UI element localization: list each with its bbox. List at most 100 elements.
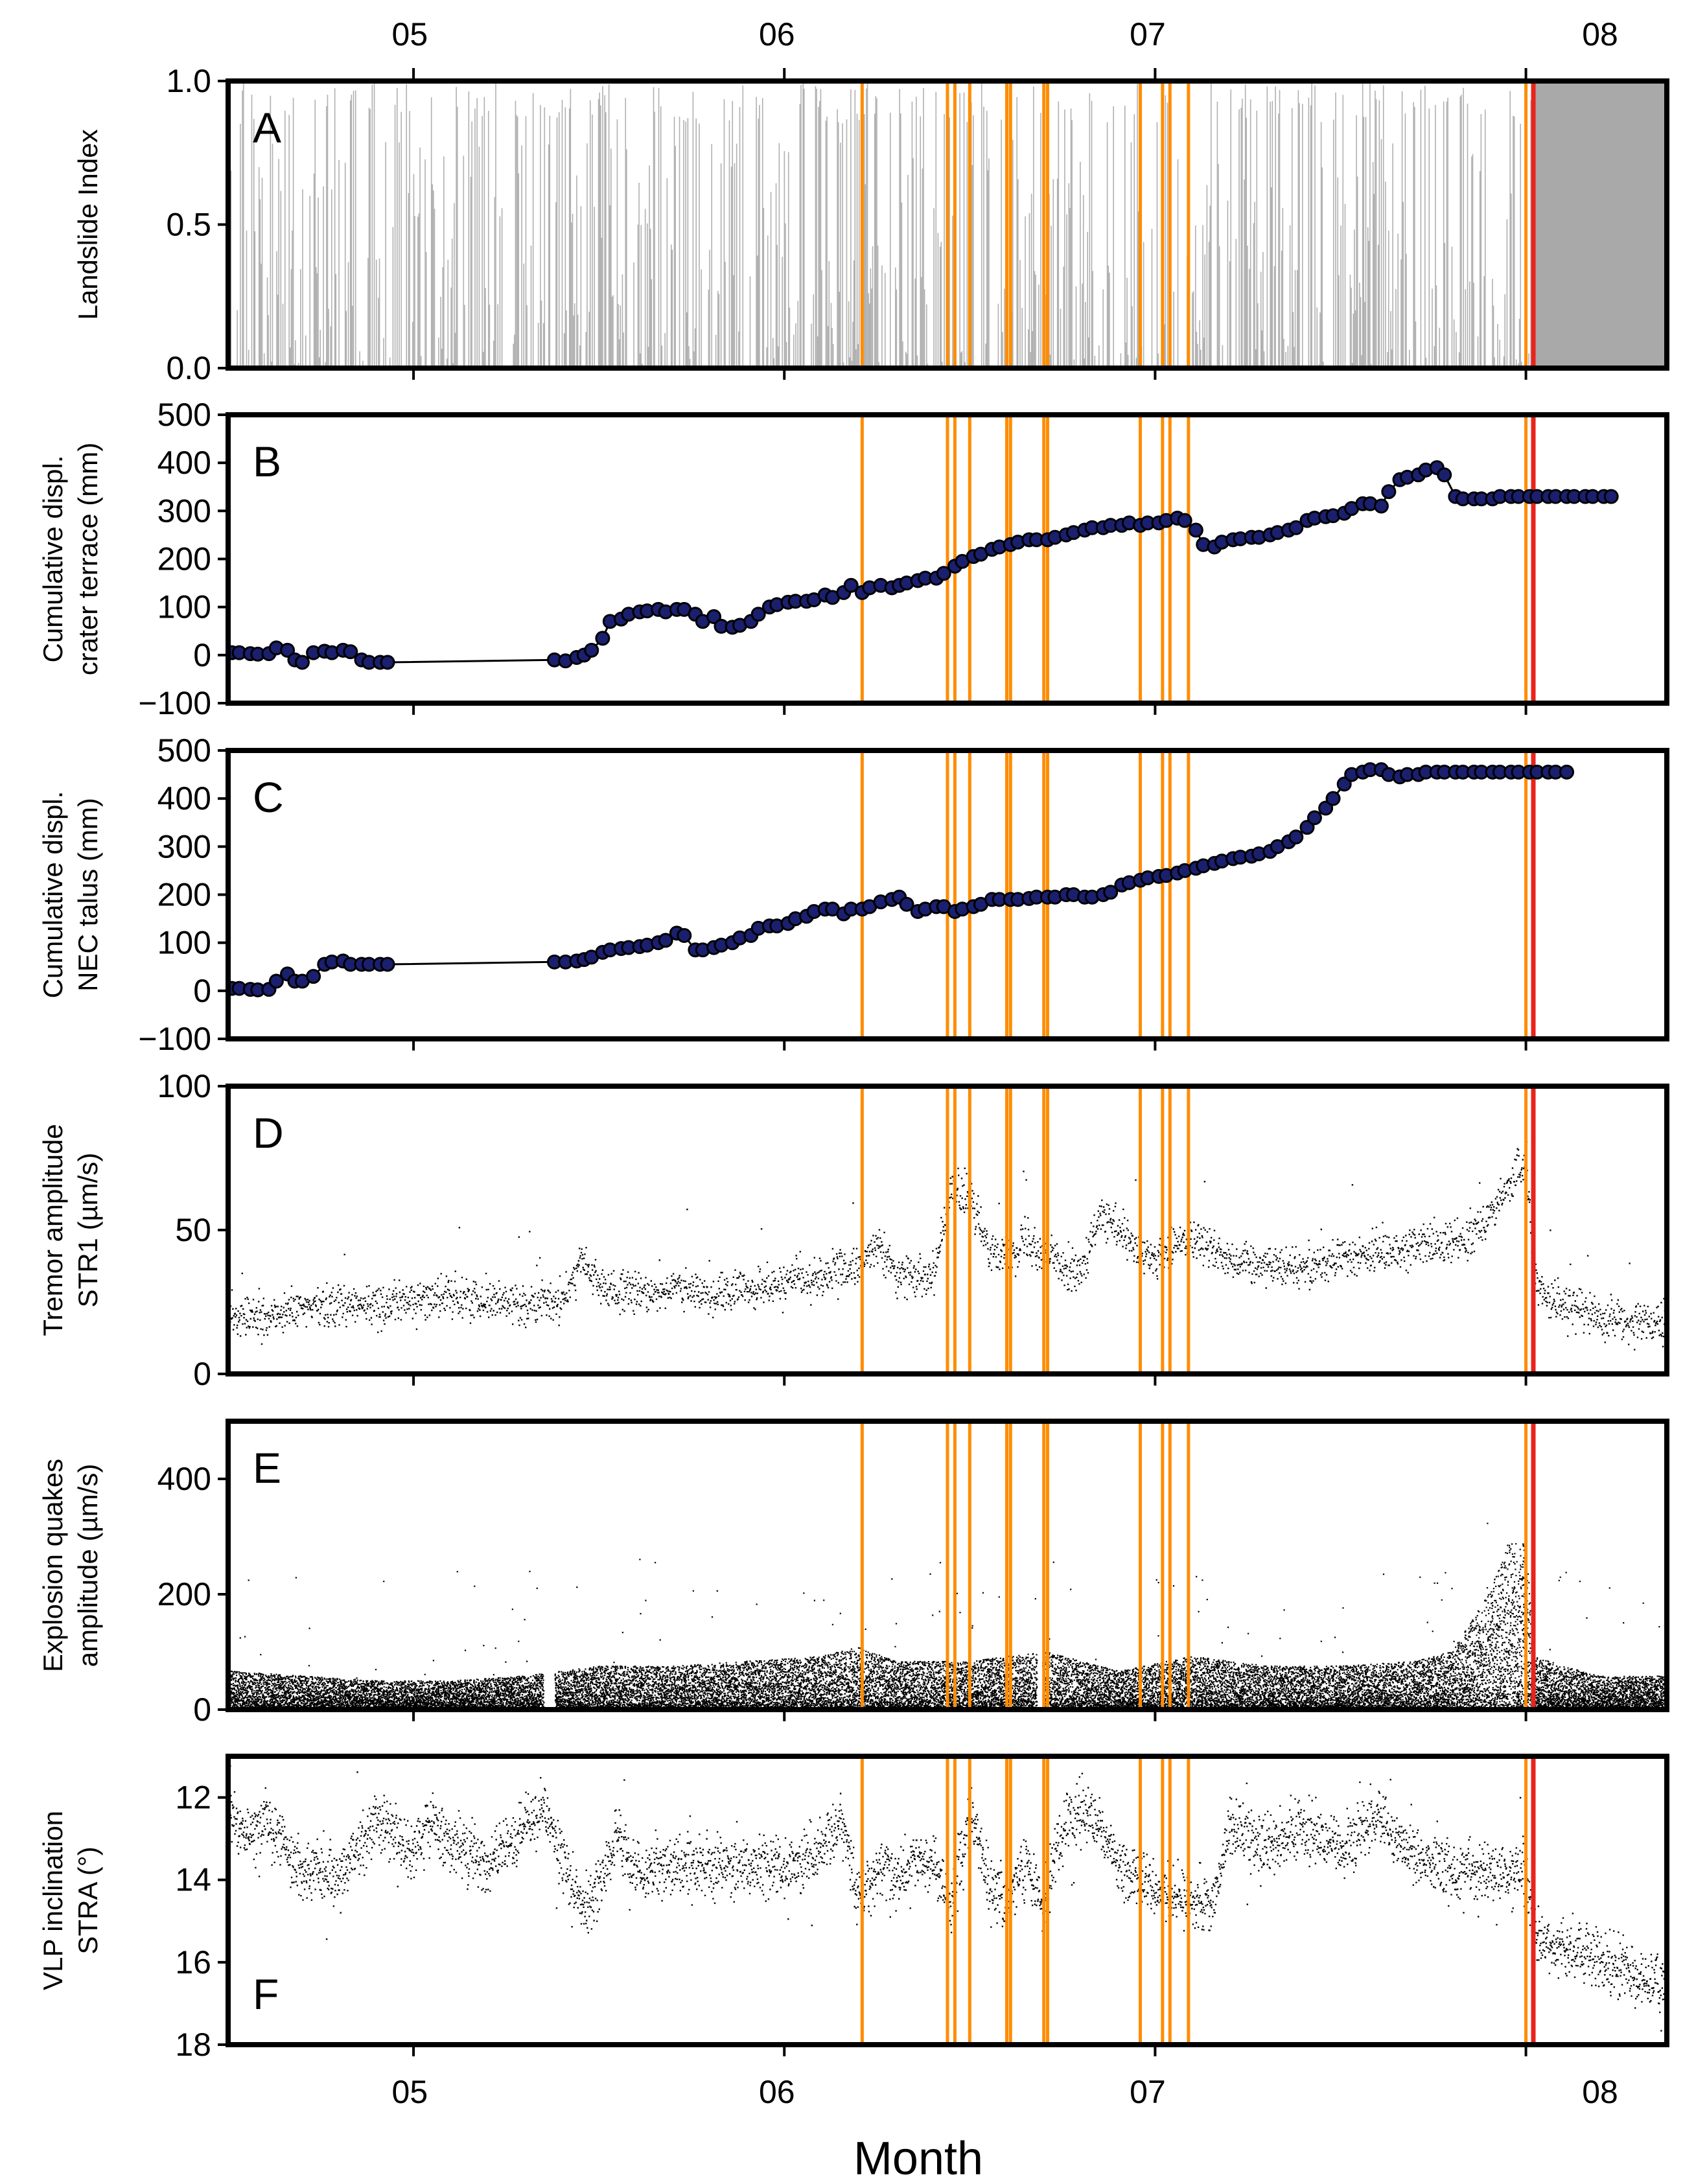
data-point [268,973,284,989]
plot-area [228,1421,1667,1710]
y-axis-label: NEC talus (mm) [73,798,103,992]
top-month-label: 05 [392,16,428,52]
data-point [294,655,310,670]
data-point [843,577,859,593]
y-tick-label: 400 [157,1461,211,1497]
panel-b: −100 0 100 200 300 400 500 Cumulative displ. cra… [38,397,1669,721]
y-tick-label: 16 [175,1944,211,1981]
y-tick-label: 100 [157,1068,211,1104]
y-axis-label: Landslide Index [73,129,103,319]
data-point [306,969,321,984]
y-tick-label: 0.0 [166,350,211,386]
data-point [936,566,951,581]
y-tick-label: 50 [175,1212,211,1248]
bottom-month-label: 06 [759,2074,795,2110]
plot-area [228,1086,1667,1374]
y-tick-label: 100 [157,925,211,961]
y-tick-label: 500 [157,732,211,769]
y-axis-label: STR1 (µm/s) [73,1153,103,1308]
y-axis-label: STRA (°) [73,1846,103,1954]
bottom-month-label: 08 [1582,2074,1618,2110]
top-month-label: 08 [1582,16,1618,52]
y-tick-label: 18 [175,2027,211,2063]
data-point [1188,522,1203,538]
y-tick-label: 12 [175,1780,211,1816]
data-point [677,928,692,944]
data-point [1288,520,1304,535]
panel-d: 0 50 100 Tremor amplitude STR1 (µm/s) D [38,1068,1669,1392]
data-point [584,642,599,658]
panel-f: 12 14 16 18 VLP inclination STRA (°) F [38,1754,1669,2063]
data-point [1437,467,1452,483]
data-point [1103,885,1119,900]
y-axis-label: Tremor amplitude [38,1124,68,1336]
panel-label: A [253,104,281,152]
data-point [1299,820,1315,835]
y-tick-label: 0.5 [166,207,211,243]
panels: 0.0 0.5 1.0 Landslide Index A −100 0 100 200 300 4… [38,63,1669,2063]
panel-a: 0.0 0.5 1.0 Landslide Index A [73,63,1669,386]
data-point [899,896,914,912]
y-axis-label: crater terrace (mm) [73,443,103,675]
bottom-month-label: 07 [1130,2074,1166,2110]
panel-label: B [253,437,281,485]
panel-frame [226,1754,1669,2047]
y-tick-label: 14 [175,1862,211,1898]
data-point [658,933,673,948]
top-month-label: 06 [759,16,795,52]
top-month-axis: 05 06 07 08 [392,16,1618,81]
data-point [1381,484,1397,500]
y-axis-label: amplitude (µm/s) [73,1464,103,1667]
data-point [1603,489,1619,504]
shaded-region [1533,81,1667,368]
data-point [706,609,722,624]
y-tick-label: 200 [157,541,211,577]
y-tick-label: 0 [193,1691,211,1728]
data-point [1559,764,1575,780]
data-point [1318,800,1334,816]
plot-area [228,750,1575,1039]
panel-label: F [253,1970,279,2018]
panel-e: 0 200 400 Explosion quakes amplitude (µm/s) E [38,1419,1669,1728]
data-point [595,631,610,646]
y-tick-label: 0 [193,1356,211,1392]
y-tick-label: 200 [157,877,211,913]
data-point [1373,498,1389,514]
bottom-month-axis: 05 06 07 08 [392,2074,1618,2110]
plot-area [228,415,1619,703]
panel-frame [226,1419,1669,1712]
y-tick-label: 100 [157,589,211,625]
y-tick-label: 400 [157,445,211,481]
data-point [1288,830,1304,844]
data-point [280,642,296,658]
y-tick-label: −100 [138,1021,211,1057]
scatter-points [228,1522,1667,1710]
y-tick-label: 0 [193,973,211,1009]
data-point [380,655,395,670]
y-tick-label: 300 [157,828,211,865]
y-tick-label: 500 [157,397,211,433]
y-tick-label: 1.0 [166,63,211,99]
y-axis-label: VLP inclination [38,1811,68,1990]
x-axis-title: Month [854,2133,983,2184]
data-point [1177,513,1192,528]
y-axis-label: Cumulative displ. [38,456,68,663]
y-axis-label: Cumulative displ. [38,791,68,999]
y-tick-label: −100 [138,685,211,721]
y-axis-label: Explosion quakes [38,1459,68,1672]
panel-label: C [253,773,284,821]
data-point [750,607,766,622]
top-month-label: 07 [1130,16,1166,52]
data-point [343,644,358,660]
y-tick-label: 0 [193,637,211,673]
panel-label: E [253,1444,281,1492]
y-tick-label: 400 [157,780,211,817]
panel-label: D [253,1109,284,1157]
panel-c: −100 0 100 200 300 400 500 Cumulative displ. NEC… [38,732,1669,1057]
data-point [380,957,395,972]
data-point [1336,776,1352,792]
plot-area [229,81,1667,368]
y-tick-label: 300 [157,493,211,529]
data-point [1325,791,1341,806]
